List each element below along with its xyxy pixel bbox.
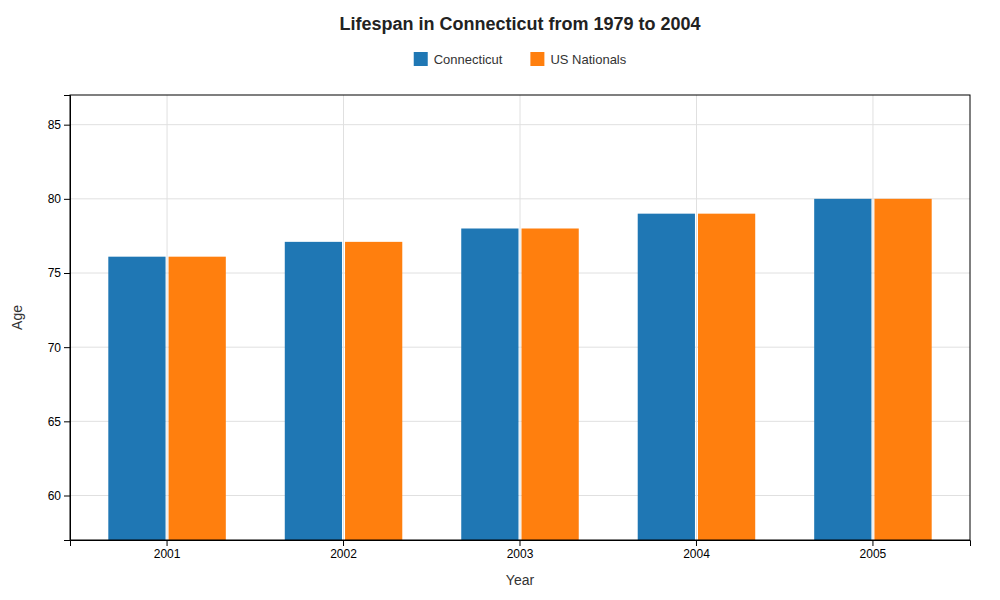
tick-label: 60 xyxy=(48,489,62,503)
grid-line-x xyxy=(343,95,344,540)
grid-line-x xyxy=(696,95,697,540)
tick-mark xyxy=(343,540,344,546)
bar xyxy=(522,229,579,541)
tick-label: 2002 xyxy=(330,547,357,561)
x-axis: 2001 2002 2003 2004 2005 xyxy=(71,540,971,561)
tick: 85 xyxy=(48,118,70,132)
legend-swatch xyxy=(414,52,428,66)
tick-label: 70 xyxy=(48,341,62,355)
tick: 80 xyxy=(48,192,70,206)
grid-line-x xyxy=(167,95,168,540)
y-axis: 60 65 70 75 80 85 xyxy=(48,96,71,541)
x-axis-title: Year xyxy=(506,572,535,588)
tick-label: 65 xyxy=(48,415,62,429)
legend-label: Connecticut xyxy=(434,52,503,67)
tick-mark xyxy=(872,540,873,546)
bar xyxy=(814,199,871,540)
tick-label: 2001 xyxy=(154,547,181,561)
grid-line-x xyxy=(872,95,873,540)
tick: 70 xyxy=(48,341,70,355)
y-axis-title: Age xyxy=(9,305,25,330)
bar xyxy=(638,214,695,540)
tick-mark xyxy=(64,199,70,200)
legend: Connecticut US Nationals xyxy=(414,52,627,67)
bar xyxy=(874,199,931,540)
grid xyxy=(70,95,970,540)
tick: 60 xyxy=(48,489,70,503)
bars xyxy=(108,199,931,540)
bar xyxy=(461,229,518,541)
legend-label: US Nationals xyxy=(550,52,626,67)
axis-line xyxy=(64,96,71,541)
bar xyxy=(108,257,165,540)
plot-area: 60 65 70 75 80 85 2001 2002 2003 2004 2005 xyxy=(48,95,971,561)
tick: 2005 xyxy=(860,540,887,561)
tick: 65 xyxy=(48,415,70,429)
tick-mark xyxy=(64,421,70,422)
bar xyxy=(345,242,402,540)
tick-mark xyxy=(64,496,70,497)
bar xyxy=(285,242,342,540)
tick-mark xyxy=(520,540,521,546)
chart-container: 60 65 70 75 80 85 2001 2002 2003 2004 2005 Year Age L… xyxy=(0,0,1000,600)
tick-label: 75 xyxy=(48,266,62,280)
bar-series xyxy=(108,199,871,540)
tick-label: 2003 xyxy=(507,547,534,561)
legend-item: Connecticut xyxy=(414,52,503,67)
axis-line xyxy=(71,541,971,547)
bar xyxy=(698,214,755,540)
legend-item: US Nationals xyxy=(530,52,626,67)
tick: 2004 xyxy=(683,540,710,561)
tick: 2001 xyxy=(154,540,181,561)
legend-swatch xyxy=(530,52,544,66)
tick-mark xyxy=(64,125,70,126)
bar-series xyxy=(169,199,932,540)
tick-label: 80 xyxy=(48,192,62,206)
bar xyxy=(169,257,226,540)
tick-mark xyxy=(64,347,70,348)
chart-svg: 60 65 70 75 80 85 2001 2002 2003 2004 2005 Year Age L… xyxy=(0,0,1000,600)
chart-title: Lifespan in Connecticut from 1979 to 200… xyxy=(339,14,700,34)
tick-label: 2004 xyxy=(683,547,710,561)
tick-mark xyxy=(696,540,697,546)
tick-label: 2005 xyxy=(860,547,887,561)
tick: 2002 xyxy=(330,540,357,561)
plot-frame xyxy=(70,95,970,540)
tick-mark xyxy=(64,273,70,274)
tick-label: 85 xyxy=(48,118,62,132)
tick-mark xyxy=(167,540,168,546)
tick: 2003 xyxy=(507,540,534,561)
grid-line-x xyxy=(520,95,521,540)
tick: 75 xyxy=(48,266,70,280)
